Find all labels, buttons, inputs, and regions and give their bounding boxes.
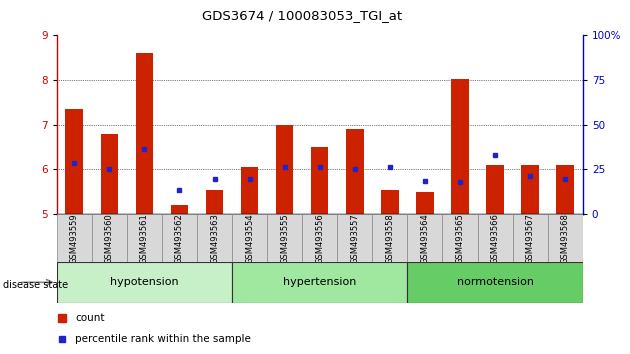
Bar	[486, 165, 504, 214]
Bar	[522, 165, 539, 214]
Bar	[135, 53, 153, 214]
Bar	[232, 262, 408, 303]
Text: GSM493559: GSM493559	[70, 214, 79, 264]
Bar	[92, 214, 127, 262]
Bar	[57, 214, 92, 262]
Text: GSM493565: GSM493565	[455, 214, 464, 264]
Text: GSM493561: GSM493561	[140, 214, 149, 264]
Bar	[381, 190, 399, 214]
Bar	[416, 192, 433, 214]
Bar	[232, 214, 267, 262]
Text: GSM493560: GSM493560	[105, 214, 114, 264]
Text: hypertension: hypertension	[283, 277, 357, 287]
Bar	[206, 190, 223, 214]
Text: GSM493567: GSM493567	[525, 213, 535, 264]
Text: count: count	[75, 313, 105, 323]
Bar	[337, 214, 372, 262]
Bar	[311, 147, 328, 214]
Bar	[267, 214, 302, 262]
Bar	[302, 214, 337, 262]
Bar	[547, 214, 583, 262]
Text: GSM493563: GSM493563	[210, 213, 219, 264]
Bar	[478, 214, 513, 262]
Bar	[127, 214, 162, 262]
Bar	[162, 214, 197, 262]
Bar	[276, 125, 294, 214]
Bar	[197, 214, 232, 262]
Bar	[241, 167, 258, 214]
Bar	[556, 165, 574, 214]
Text: GSM493566: GSM493566	[491, 213, 500, 264]
Text: GSM493564: GSM493564	[420, 214, 430, 264]
Text: GSM493562: GSM493562	[175, 214, 184, 264]
Bar	[451, 79, 469, 214]
Bar	[346, 129, 364, 214]
Text: hypotension: hypotension	[110, 277, 179, 287]
Text: GDS3674 / 100083053_TGI_at: GDS3674 / 100083053_TGI_at	[202, 9, 403, 22]
Bar	[408, 214, 442, 262]
Text: GSM493557: GSM493557	[350, 214, 359, 264]
Bar	[171, 205, 188, 214]
Text: percentile rank within the sample: percentile rank within the sample	[75, 333, 251, 344]
Text: GSM493568: GSM493568	[561, 213, 570, 264]
Bar	[442, 214, 478, 262]
Bar	[408, 262, 583, 303]
Text: GSM493556: GSM493556	[315, 214, 324, 264]
Bar	[101, 134, 118, 214]
Text: disease state: disease state	[3, 280, 68, 290]
Text: GSM493558: GSM493558	[386, 214, 394, 264]
Text: GSM493554: GSM493554	[245, 214, 254, 264]
Bar	[66, 109, 83, 214]
Bar	[513, 214, 547, 262]
Text: normotension: normotension	[457, 277, 534, 287]
Bar	[57, 262, 232, 303]
Text: GSM493555: GSM493555	[280, 214, 289, 264]
Bar	[372, 214, 408, 262]
